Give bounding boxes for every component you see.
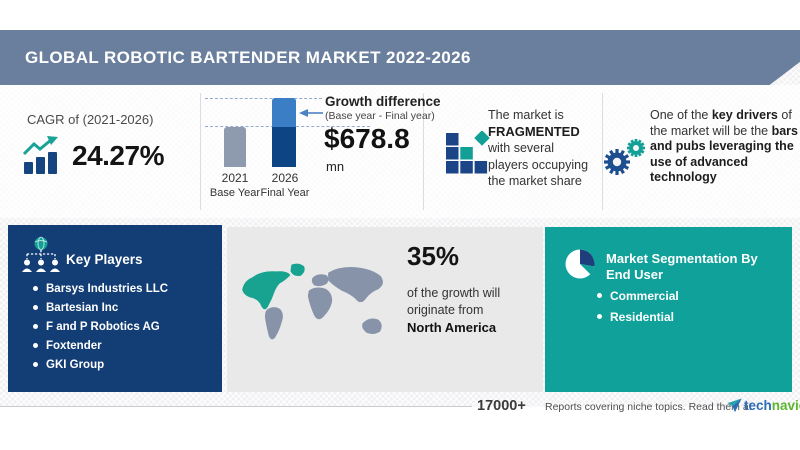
key-drivers-text: One of the key drivers of the market wil…: [650, 108, 798, 184]
list-item: Commercial: [597, 290, 679, 302]
bar-2026: [272, 98, 296, 167]
list-item: GKI Group: [33, 359, 168, 371]
segmentation-list: Commercial Residential: [597, 290, 679, 332]
fragmented-squares-icon: [446, 131, 490, 174]
growth-difference-subtitle: (Base year - Final year): [325, 110, 435, 122]
page-title: GLOBAL ROBOTIC BARTENDER MARKET 2022-202…: [25, 47, 471, 67]
cagr-label: CAGR of (2021-2026): [27, 112, 154, 127]
list-item: Foxtender: [33, 340, 168, 352]
cagr-value: 24.27%: [72, 140, 164, 171]
key-players-list: Barsys Industries LLC Bartesian Inc F an…: [33, 283, 168, 378]
technavio-arrow-icon: [727, 398, 742, 413]
africa-region: [307, 287, 333, 320]
growth-share-text: of the growth will originate from North …: [407, 286, 501, 335]
guide-line-final: [205, 98, 322, 99]
world-map: [242, 263, 383, 340]
segmentation-title: Market Segmentation By End User: [606, 251, 758, 282]
technavio-logo: technavio™: [727, 398, 800, 413]
key-players-title: Key Players: [66, 252, 143, 267]
footer-band: [0, 407, 800, 450]
regional-growth-panel: 35% of the growth will originate from No…: [227, 227, 543, 392]
section-divider: [423, 93, 424, 210]
growth-difference-title: Growth difference: [325, 94, 441, 109]
bar-2026-growth-segment: [272, 98, 296, 127]
growth-difference-unit: mn: [326, 159, 345, 174]
north-america-region: [242, 271, 291, 310]
list-item: F and P Robotics AG: [33, 321, 168, 333]
bar-2026-base-segment: [272, 127, 296, 167]
south-america-region: [264, 307, 283, 340]
bar-label-2021: 2021 Base Year: [209, 171, 261, 199]
stats-strip: [0, 85, 800, 218]
header-banner: GLOBAL ROBOTIC BARTENDER MARKET 2022-202…: [0, 30, 800, 85]
asia-region: [328, 267, 383, 303]
bar-chart-growth-icon: [22, 136, 58, 174]
list-item: Residential: [597, 311, 679, 323]
bar-label-2026: 2026 Final Year: [260, 171, 310, 199]
key-players-org-icon: [22, 236, 60, 272]
section-divider: [602, 93, 603, 210]
fragmentation-text: The market is FRAGMENTED with several pl…: [488, 108, 589, 188]
pie-chart-icon: [565, 249, 595, 279]
key-players-panel: Key Players Barsys Industries LLC Bartes…: [8, 225, 222, 392]
left-arrow-icon: [299, 109, 323, 117]
greenland-region: [290, 263, 305, 276]
europe-region: [311, 274, 329, 287]
region-name: North America: [407, 320, 497, 335]
report-count: 17000+: [477, 398, 526, 414]
australia-region: [362, 318, 382, 334]
section-divider: [200, 93, 201, 210]
growth-share-value: 35%: [407, 241, 460, 271]
footer-caption: Reports covering niche topics. Read them…: [545, 401, 752, 413]
list-item: Bartesian Inc: [33, 302, 168, 314]
list-item: Barsys Industries LLC: [33, 283, 168, 295]
bar-2021: [224, 127, 246, 167]
footer-divider-line: [0, 406, 472, 407]
gears-icon: [604, 139, 645, 175]
growth-difference-value: $678.8: [324, 123, 410, 154]
segmentation-panel: Market Segmentation By End User Commerci…: [545, 227, 792, 392]
